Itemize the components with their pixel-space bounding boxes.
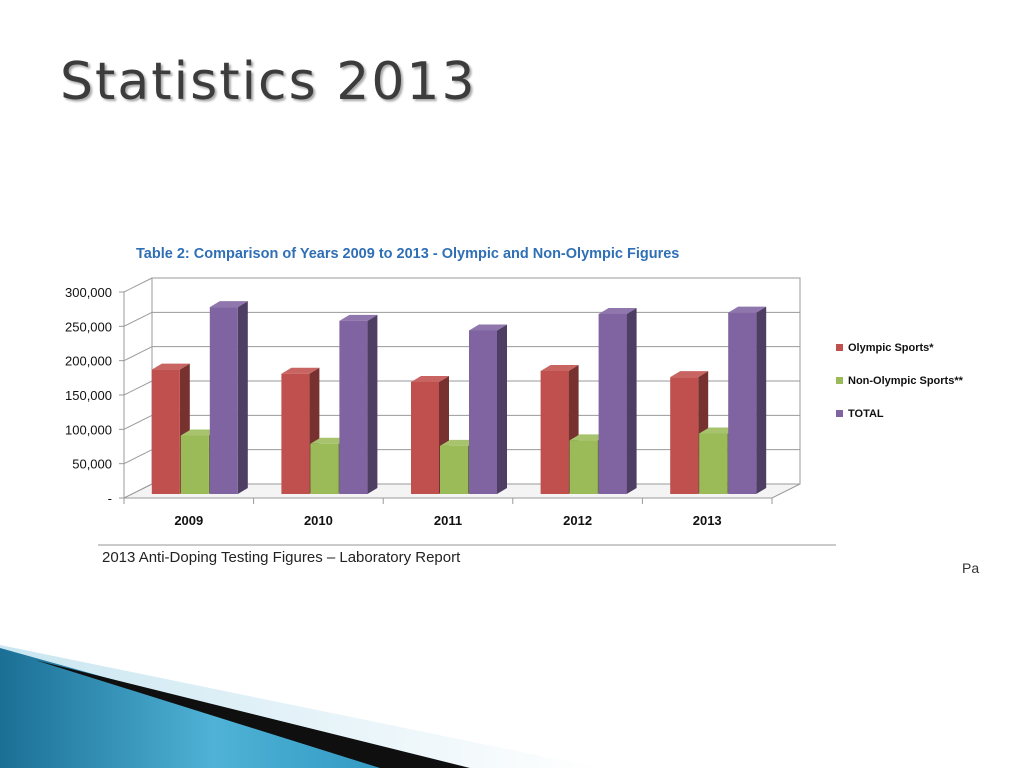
bar-top <box>728 306 767 313</box>
legend-swatch <box>836 377 843 384</box>
chart-grid <box>98 277 836 546</box>
x-tick-label: 2013 <box>693 513 722 528</box>
bar <box>728 312 757 494</box>
bar-side <box>237 301 248 494</box>
gridline-diagonal <box>123 346 153 362</box>
bar-top <box>281 367 320 374</box>
bar-top <box>411 375 449 382</box>
bar <box>339 320 368 494</box>
gridline-diagonal <box>123 311 153 327</box>
bar-top <box>339 314 378 321</box>
page-number-fragment: Pa <box>962 560 980 576</box>
legend-swatch <box>836 344 843 351</box>
gridline-diagonal <box>123 380 153 396</box>
bar <box>180 435 209 494</box>
bar <box>411 381 439 494</box>
chart-caption: 2013 Anti-Doping Testing Figures – Labor… <box>102 549 461 566</box>
bar-top <box>469 324 507 331</box>
bar <box>151 369 180 494</box>
bar <box>670 377 699 494</box>
bar-top <box>699 427 738 434</box>
y-tick-label: 200,000 <box>65 354 112 369</box>
y-tick-label: 300,000 <box>65 285 112 300</box>
bar <box>699 433 728 494</box>
chart-legend: Olympic Sports* Non-Olympic Sports** TOTAL <box>836 342 964 420</box>
bar-side <box>497 324 507 494</box>
bar <box>440 445 468 494</box>
bar <box>569 440 598 494</box>
x-tick-label: 2012 <box>563 513 592 528</box>
bar-top <box>569 434 608 441</box>
bar-top <box>209 301 248 308</box>
bar-side <box>756 306 767 494</box>
gridline-diagonal <box>123 449 153 465</box>
bar-top <box>440 439 478 446</box>
slide-title: Statistics 2013 <box>60 52 477 112</box>
bar-top <box>598 307 637 314</box>
bar <box>469 330 497 494</box>
bar-top <box>310 437 349 444</box>
gridline-diagonal <box>123 414 153 430</box>
bar <box>281 373 310 494</box>
x-tick-label: 2010 <box>304 513 333 528</box>
legend-swatch <box>836 410 843 417</box>
legend-label: Olympic Sports* <box>848 342 934 354</box>
y-tick-label: 150,000 <box>65 388 112 403</box>
x-tick-label: 2009 <box>174 513 203 528</box>
chart-x-axis: 2009 2010 2011 2012 2013 <box>123 498 773 528</box>
background-swoosh <box>0 645 600 768</box>
bar <box>209 307 238 494</box>
legend-label: Non-Olympic Sports** <box>848 375 964 387</box>
y-tick-label: - <box>108 491 112 506</box>
bar-side <box>367 314 378 494</box>
bar <box>310 443 339 494</box>
bar-top <box>151 363 190 370</box>
y-tick-label: 250,000 <box>65 319 112 334</box>
legend-label: TOTAL <box>848 408 884 420</box>
bar <box>540 370 569 494</box>
chart-y-axis: - 50,000 100,000 150,000 200,000 250,000 300,0… <box>65 285 124 506</box>
gridline-diagonal <box>123 483 153 499</box>
bar-top <box>540 364 579 371</box>
bar-top <box>180 429 219 436</box>
bar-top <box>670 371 709 378</box>
y-tick-label: 100,000 <box>65 422 112 437</box>
x-tick-label: 2011 <box>434 513 462 528</box>
chart-bars <box>151 301 767 494</box>
y-tick-label: 50,000 <box>72 457 112 472</box>
bar-side <box>626 307 637 494</box>
gridline-diagonal <box>123 277 153 293</box>
bar <box>598 313 627 494</box>
chart-title: Table 2: Comparison of Years 2009 to 201… <box>136 246 680 262</box>
